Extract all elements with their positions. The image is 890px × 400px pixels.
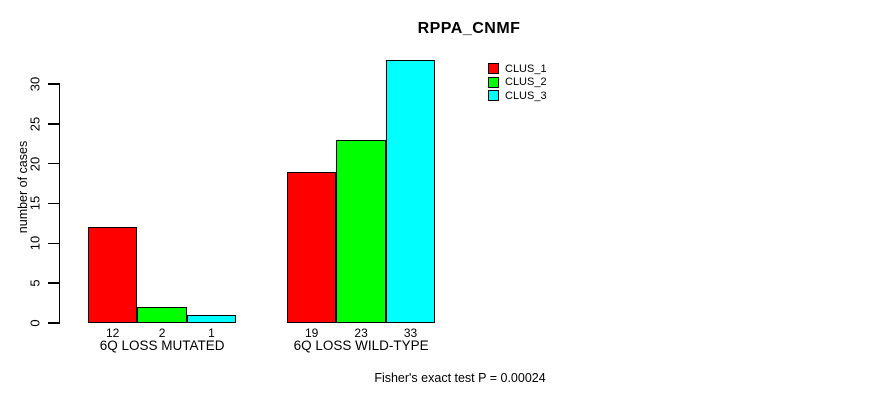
- bar-clus_2-group1: [137, 307, 187, 323]
- y-tick-mark: [48, 202, 60, 205]
- legend-label: CLUS_3: [505, 89, 547, 102]
- y-tick-label: 10: [27, 236, 43, 251]
- y-tick-mark: [48, 242, 60, 245]
- y-tick-mark: [48, 123, 60, 125]
- bar-value-label: 19: [305, 326, 319, 340]
- y-axis-label: number of cases: [16, 140, 30, 234]
- bar-value-label: 1: [208, 326, 215, 340]
- y-tick-mark: [48, 322, 60, 324]
- annotation-text: Fisher's exact test P = 0.00024: [374, 371, 546, 385]
- y-tick-label: 15: [27, 196, 43, 211]
- bar-value-label: 2: [158, 326, 166, 340]
- legend-label: CLUS_2: [505, 76, 547, 89]
- legend-item: CLUS_1: [488, 62, 547, 76]
- legend-label: CLUS_1: [505, 62, 547, 75]
- legend-swatch-clus_3: [488, 90, 499, 102]
- y-tick-mark: [48, 282, 60, 284]
- bar-value-label: 23: [354, 326, 368, 340]
- bar-value-label: 33: [403, 326, 418, 340]
- category-label: 6Q LOSS WILD-TYPE: [293, 338, 429, 353]
- y-tick-label: 20: [27, 156, 43, 171]
- bar-value-label: 12: [106, 326, 120, 340]
- legend-swatch-clus_2: [488, 76, 499, 88]
- y-tick-label: 5: [27, 279, 43, 287]
- y-tick-mark: [48, 83, 60, 85]
- category-label: 6Q LOSS MUTATED: [99, 338, 225, 353]
- bar-clus_2-group2: [336, 139, 386, 323]
- bar-clus_3-group1: [186, 315, 237, 323]
- bar-clus_1-group2: [287, 171, 337, 323]
- y-tick-label: 25: [27, 116, 43, 131]
- legend-swatch-clus_1: [488, 63, 499, 75]
- legend-item: CLUS_2: [488, 76, 547, 90]
- bar-clus_1-group1: [88, 227, 138, 323]
- y-tick-label: 30: [27, 76, 43, 92]
- legend: CLUS_1 CLUS_2 CLUS_3: [488, 62, 547, 103]
- chart-title: RPPA_CNMF: [417, 20, 521, 37]
- y-tick-mark: [48, 162, 60, 165]
- legend-item: CLUS_3: [488, 89, 547, 103]
- y-tick-label: 0: [27, 319, 43, 327]
- bar-clus_3-group2: [385, 59, 436, 323]
